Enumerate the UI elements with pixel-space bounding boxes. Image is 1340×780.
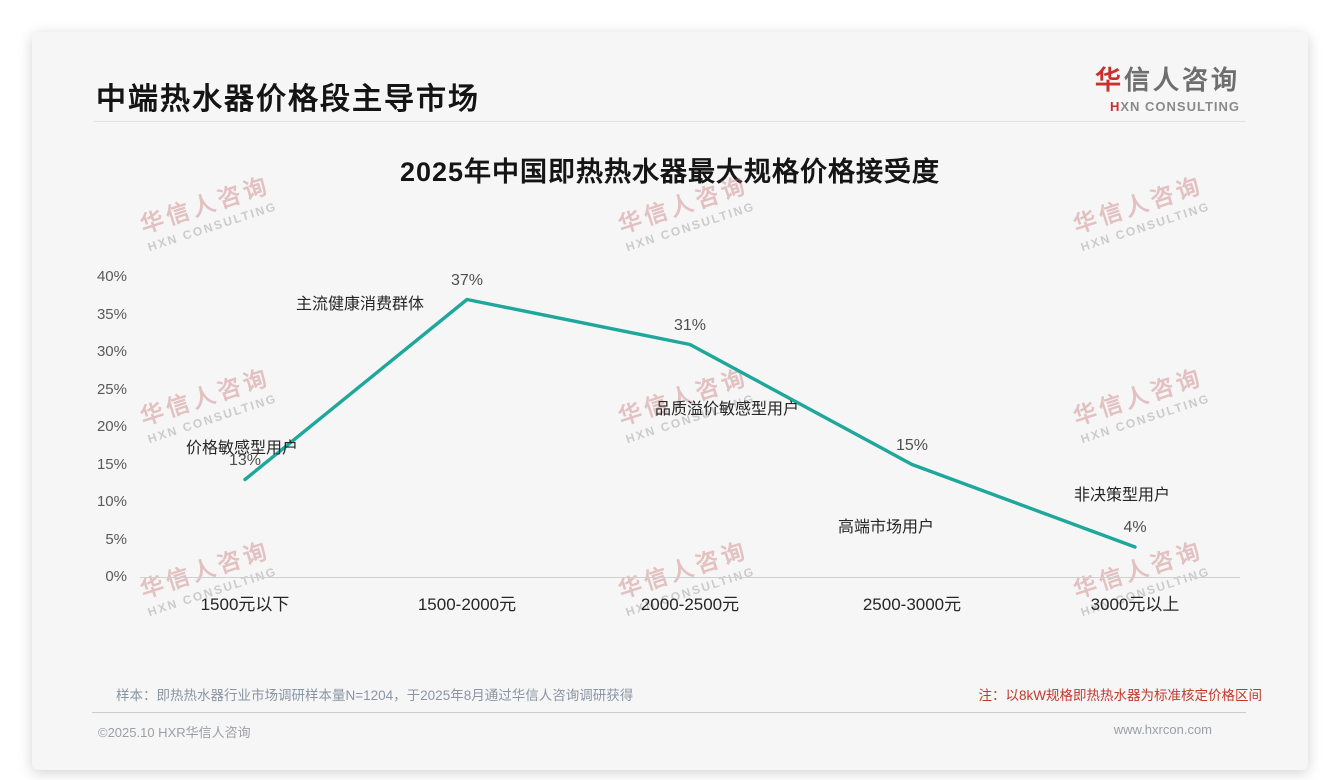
- x-axis-category-label: 3000元以上: [1090, 595, 1180, 614]
- y-axis-tick-label: 5%: [105, 530, 127, 548]
- x-axis-category-label: 1500元以下: [200, 595, 290, 614]
- y-axis-tick-label: 10%: [96, 493, 127, 510]
- logo-rest-chars: 信人咨询: [1123, 65, 1240, 95]
- spec-note: 注：以8kW规格即热热水器为标准核定价格区间: [978, 688, 1263, 703]
- logo-english-name: HXN CONSULTING: [1095, 99, 1240, 114]
- copyright-text: ©2025.10 HXR华信人咨询: [98, 725, 251, 740]
- y-axis-tick-label: 35%: [96, 305, 127, 323]
- chart-title: 2025年中国即热热水器最大规格价格接受度: [399, 157, 941, 187]
- y-axis-tick-label: 20%: [96, 418, 127, 435]
- header-divider: [94, 121, 1246, 122]
- slide-card: 中端热水器价格段主导市场 华信人咨询 HXN CONSULTING 2025年中…: [32, 32, 1308, 770]
- data-point-name-label: 非决策型用户: [1073, 487, 1170, 504]
- y-axis-tick-label: 30%: [96, 343, 127, 360]
- y-axis-tick-label: 25%: [96, 380, 127, 398]
- data-point-name-label: 品质溢价敏感型用户: [654, 400, 799, 418]
- y-axis-tick-label: 0%: [105, 568, 127, 585]
- website-url: www.hxrcon.com: [1113, 722, 1212, 737]
- data-point-value-label: 37%: [450, 271, 484, 289]
- x-axis-category-label: 1500-2000元: [417, 595, 517, 614]
- data-point-name-label: 主流健康消费群体: [295, 295, 424, 313]
- footer-divider: [92, 712, 1246, 713]
- data-point-name-label: 高端市场用户: [837, 518, 934, 536]
- data-point-value-label: 13%: [228, 451, 262, 469]
- sample-note: 样本：即热热水器行业市场调研样本量N=1204，于2025年8月通过华信人咨询调…: [116, 688, 634, 703]
- logo-accent-char: 华: [1094, 65, 1124, 95]
- y-axis-tick-label: 40%: [96, 268, 127, 285]
- x-axis-line: [140, 577, 1240, 578]
- chart-svg: [243, 297, 1137, 549]
- page-title: 中端热水器价格段主导市场: [96, 83, 480, 116]
- logo-en-accent-char: H: [1109, 99, 1121, 114]
- data-point-value-label: 15%: [895, 436, 929, 454]
- x-axis-category-label: 2500-3000元: [862, 595, 962, 614]
- line-chart: 40% 35% 30% 25% 20% 15% 10% 5% 0% 1500元以下 1500-200…: [32, 32, 1308, 770]
- x-axis-category-label: 2000-2500元: [640, 595, 740, 614]
- company-logo: 华信人咨询 HXN CONSULTING: [1095, 60, 1240, 114]
- data-point-name-label: 价格敏感型用户: [185, 439, 298, 457]
- logo-en-rest-chars: XN CONSULTING: [1120, 99, 1240, 114]
- acceptance-line-series: [243, 297, 1137, 549]
- data-point-value-label: 31%: [673, 316, 707, 334]
- y-axis-tick-label: 15%: [96, 455, 127, 473]
- logo-chinese-name: 华信人咨询: [1095, 60, 1240, 97]
- data-point-value-label: 4%: [1123, 519, 1147, 536]
